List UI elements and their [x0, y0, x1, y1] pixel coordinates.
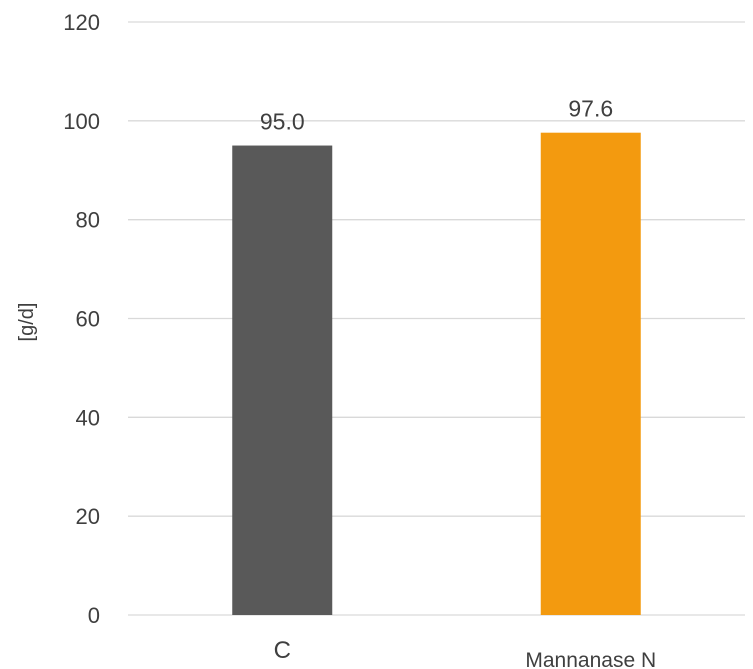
y-tick-label-80: 80 [76, 208, 100, 233]
y-tick-label-0: 0 [88, 603, 100, 628]
data-label-c: 95.0 [260, 109, 305, 135]
gridlines [128, 21, 745, 616]
y-tick-label-120: 120 [63, 10, 100, 35]
y-tick-label-60: 60 [76, 307, 100, 332]
x-tick-label-mannanase-n: Mannanase N [525, 649, 656, 669]
bar-c [232, 145, 333, 615]
y-tick-label-100: 100 [63, 109, 100, 134]
y-tick-label-20: 20 [76, 504, 100, 529]
bars [232, 132, 641, 615]
y-axis-title: [g/d] [16, 303, 38, 342]
y-axis-tick-labels: 0 20 40 60 80 100 120 [63, 10, 100, 628]
x-axis-category-labels: C Mannanase N [274, 637, 657, 669]
data-labels: 95.0 97.6 [260, 96, 613, 135]
x-tick-label-c: C [274, 637, 291, 664]
y-tick-label-40: 40 [76, 405, 100, 430]
data-label-mannanase-n: 97.6 [568, 96, 613, 122]
bar-mannanase-n [540, 132, 641, 615]
